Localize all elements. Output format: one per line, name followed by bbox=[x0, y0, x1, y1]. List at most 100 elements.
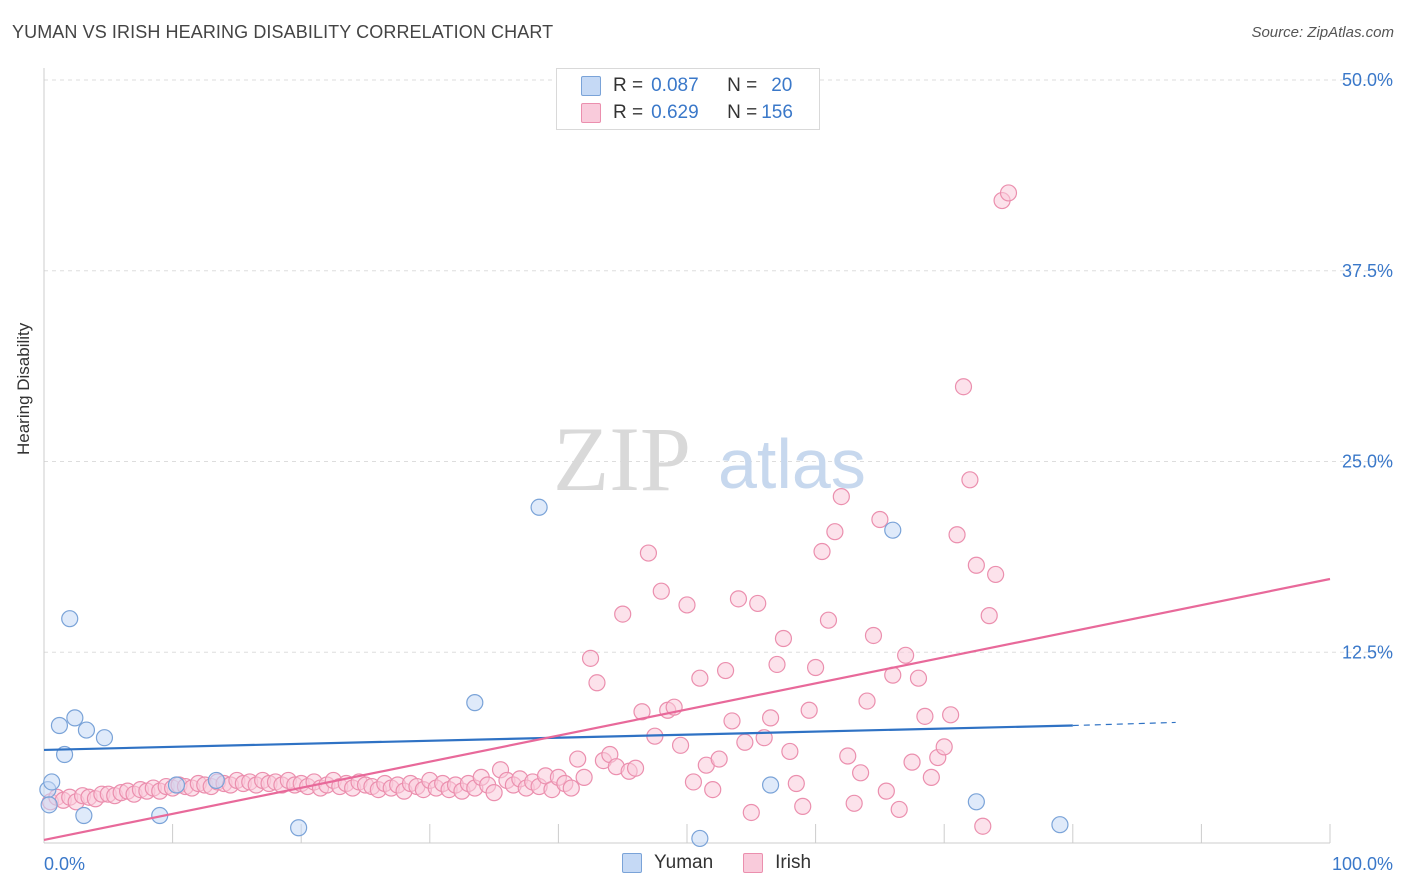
x-tick-label: 0.0% bbox=[44, 854, 85, 874]
legend-label-irish: Irish bbox=[775, 852, 812, 873]
irish-point bbox=[581, 649, 600, 667]
irish-point bbox=[781, 742, 799, 761]
irish-point bbox=[787, 774, 805, 793]
irish-point bbox=[858, 692, 876, 710]
irish-point bbox=[826, 523, 844, 541]
irish-point bbox=[974, 817, 992, 835]
irish-point bbox=[652, 582, 670, 600]
legend-label-yuman: Yuman bbox=[654, 852, 714, 873]
irish-point bbox=[588, 674, 606, 692]
irish-point bbox=[897, 646, 915, 664]
irish-point bbox=[633, 703, 651, 721]
irish-point bbox=[691, 669, 709, 687]
stats-row-irish: R = 0.629 N = 156 bbox=[581, 101, 793, 125]
chart-title: YUMAN VS IRISH HEARING DISABILITY CORREL… bbox=[12, 22, 554, 42]
axes bbox=[43, 68, 1331, 844]
yuman-point bbox=[1051, 816, 1069, 834]
yuman-point bbox=[95, 729, 114, 747]
y-tick-label: 37.5% bbox=[1342, 261, 1393, 281]
irish-point bbox=[909, 669, 928, 687]
n-label: N = bbox=[727, 75, 758, 96]
irish-point bbox=[639, 544, 658, 562]
irish-point bbox=[954, 378, 973, 396]
irish-point bbox=[710, 750, 728, 768]
irish-point bbox=[961, 471, 979, 489]
irish-point bbox=[678, 596, 696, 614]
irish-point bbox=[794, 797, 812, 815]
irish-point bbox=[742, 803, 760, 822]
r-label: R = bbox=[613, 75, 644, 96]
irish-point bbox=[948, 526, 966, 544]
yuman-point bbox=[530, 498, 548, 516]
yuman-point bbox=[167, 776, 186, 794]
irish-point bbox=[569, 750, 587, 768]
source-label: Source: ZipAtlas.com bbox=[1251, 24, 1394, 41]
irish-point bbox=[761, 709, 780, 727]
legend-item-irish[interactable]: Irish bbox=[743, 852, 811, 874]
yuman-point bbox=[207, 771, 225, 790]
stats-row-yuman: R = 0.087 N = 20 bbox=[581, 74, 792, 98]
irish-point bbox=[736, 733, 754, 751]
irish-point bbox=[832, 487, 850, 506]
irish-point bbox=[935, 738, 953, 756]
n-value: 156 bbox=[761, 102, 793, 123]
y-tick-label: 50.0% bbox=[1342, 70, 1393, 90]
irish-swatch bbox=[743, 853, 764, 873]
yuman-point bbox=[691, 829, 709, 848]
n-value: 20 bbox=[771, 75, 793, 96]
yuman-point bbox=[40, 796, 58, 814]
r-value: 0.629 bbox=[651, 102, 699, 123]
yuman-point bbox=[75, 806, 93, 825]
yuman-point bbox=[61, 610, 79, 628]
y-tick-label: 25.0% bbox=[1342, 452, 1393, 472]
irish-point bbox=[819, 611, 838, 629]
yuman-swatch bbox=[622, 853, 642, 873]
yuman-point bbox=[77, 721, 96, 739]
irish-point bbox=[813, 542, 831, 561]
irish-point bbox=[877, 782, 895, 800]
irish-point bbox=[922, 768, 940, 786]
irish-point bbox=[916, 707, 934, 725]
irish-point bbox=[485, 784, 503, 802]
r-value: 0.087 bbox=[651, 75, 699, 96]
yuman-point bbox=[884, 521, 902, 539]
irish-point bbox=[871, 510, 889, 529]
irish-point bbox=[671, 736, 690, 754]
points-irish bbox=[41, 184, 1018, 835]
irish-point bbox=[999, 184, 1018, 202]
x-tick-label: 100.0% bbox=[1332, 854, 1393, 874]
yuman-trend-extension bbox=[1072, 721, 1176, 727]
irish-trend-line bbox=[43, 577, 1331, 842]
yuman-point bbox=[967, 793, 985, 811]
yuman-point bbox=[290, 819, 308, 837]
irish-point bbox=[852, 764, 870, 782]
watermark: ZIP atlas bbox=[553, 408, 866, 510]
irish-point bbox=[575, 768, 593, 786]
n-label: N = bbox=[727, 102, 758, 123]
irish-point bbox=[800, 701, 818, 719]
gridlines bbox=[44, 79, 1394, 653]
irish-point bbox=[845, 794, 863, 812]
irish-point bbox=[723, 712, 741, 730]
irish-point bbox=[716, 661, 735, 680]
irish-point bbox=[684, 773, 703, 791]
series-legend: Yuman Irish bbox=[622, 852, 841, 874]
irish-point bbox=[729, 590, 748, 608]
stats-legend: R = 0.087 N = 20 R = 0.629 N = 156 bbox=[556, 68, 820, 130]
yuman-swatch bbox=[581, 76, 601, 96]
yuman-point bbox=[43, 773, 61, 791]
irish-point bbox=[987, 565, 1005, 584]
irish-point bbox=[806, 658, 825, 677]
irish-point bbox=[774, 629, 793, 648]
y-tick-label: 12.5% bbox=[1342, 642, 1393, 662]
irish-point bbox=[942, 706, 960, 724]
irish-point bbox=[839, 747, 857, 765]
irish-point bbox=[967, 556, 985, 574]
irish-point bbox=[749, 594, 767, 613]
yuman-point bbox=[66, 709, 84, 727]
legend-item-yuman[interactable]: Yuman bbox=[622, 852, 713, 874]
irish-point bbox=[980, 607, 998, 625]
irish-point bbox=[626, 759, 645, 777]
tick-labels: 12.5% 25.0% 37.5% 50.0% 0.0% 100.0% bbox=[44, 70, 1393, 874]
